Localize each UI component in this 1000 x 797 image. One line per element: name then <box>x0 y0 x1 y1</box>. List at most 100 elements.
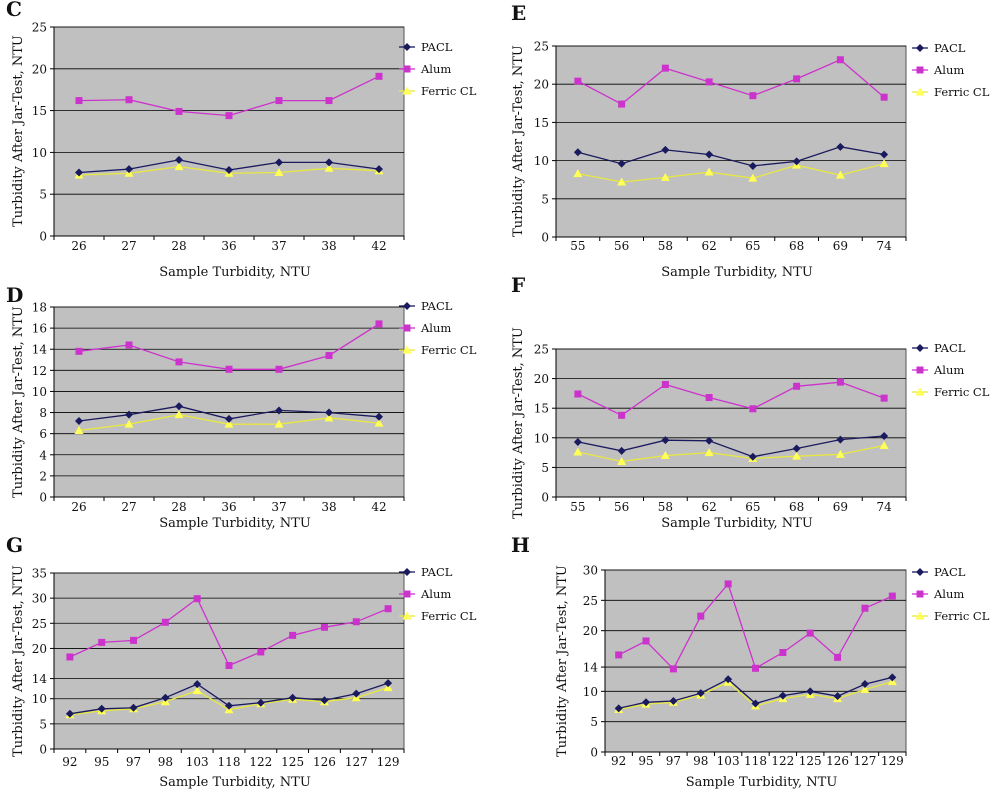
data-point-pacl <box>65 709 74 718</box>
y-axis-title: Turbidity After Jar-Test, NTU <box>11 35 26 227</box>
legend-marker <box>403 43 411 51</box>
x-tick-label: 129 <box>881 754 904 768</box>
panel-label: F <box>511 273 525 297</box>
x-tick-label: 58 <box>658 239 673 253</box>
x-tick-label: 37 <box>271 500 286 514</box>
data-point-ferric-cl <box>748 173 758 182</box>
data-point-pacl <box>161 693 170 702</box>
y-tick-label: 10 <box>534 154 549 168</box>
data-point-pacl <box>573 437 582 446</box>
legend-label: PACL <box>421 40 453 54</box>
data-point-alum <box>836 56 844 64</box>
y-tick-label: 5 <box>541 461 549 475</box>
data-point-alum <box>615 651 623 659</box>
y-tick-label: 5 <box>39 188 47 202</box>
legend-label: Alum <box>420 62 451 76</box>
data-point-pacl <box>669 697 678 706</box>
y-tick-label: 15 <box>534 116 549 130</box>
data-point-alum <box>642 637 650 645</box>
data-point-pacl <box>288 693 297 702</box>
x-tick-label: 97 <box>126 755 141 769</box>
data-point-ferric-cl <box>835 449 845 458</box>
x-tick-label: 118 <box>744 754 767 768</box>
data-point-pacl <box>325 158 333 167</box>
y-tick-label: 30 <box>32 592 47 606</box>
x-tick-label: 92 <box>611 754 626 768</box>
x-tick-label: 55 <box>570 239 585 253</box>
data-point-alum <box>352 618 360 626</box>
y-tick-label: 10 <box>534 431 549 445</box>
legend-label: Alum <box>420 321 451 335</box>
data-point-alum <box>257 648 265 656</box>
data-point-ferric-cl <box>573 447 583 456</box>
x-tick-label: 69 <box>833 239 848 253</box>
x-tick-label: 36 <box>221 500 236 514</box>
data-point-pacl <box>661 436 670 445</box>
data-point-ferric-cl <box>617 177 627 186</box>
legend-marker <box>403 65 411 73</box>
x-tick-label: 125 <box>799 754 822 768</box>
data-point-pacl <box>836 142 845 151</box>
x-tick-label: 92 <box>62 755 77 769</box>
x-tick-label: 65 <box>745 500 760 514</box>
y-tick-label: 2 <box>39 469 47 483</box>
data-point-pacl <box>617 159 626 168</box>
y-tick-label: 6 <box>39 427 47 441</box>
data-point-pacl <box>225 165 233 174</box>
data-point-pacl <box>125 165 133 174</box>
data-point-pacl <box>748 161 757 170</box>
legend-label: PACL <box>421 299 453 313</box>
data-point-pacl <box>880 150 889 159</box>
y-axis-title: Turbidity After Jar-Test, NTU <box>511 327 526 519</box>
legend-marker <box>916 66 924 74</box>
data-point-pacl <box>617 446 626 455</box>
series-line-alum <box>577 59 885 105</box>
legend-marker <box>402 611 412 620</box>
data-point-ferric-cl <box>124 419 134 428</box>
legend-label: PACL <box>934 565 966 579</box>
y-tick-label: 25 <box>32 21 47 35</box>
x-tick-label: 127 <box>345 755 368 769</box>
data-point-ferric-cl <box>192 686 202 695</box>
x-tick-label: 122 <box>771 754 794 768</box>
data-point-alum <box>806 629 814 637</box>
data-point-pacl <box>225 414 233 423</box>
y-tick-label: 4 <box>39 448 47 462</box>
plot-area <box>53 306 405 498</box>
data-point-pacl <box>175 155 183 164</box>
y-tick-label: 14 <box>583 661 599 675</box>
data-point-alum <box>697 612 705 620</box>
data-point-pacl <box>275 158 283 167</box>
data-point-ferric-cl <box>573 169 583 178</box>
data-point-ferric-cl <box>374 418 384 427</box>
x-tick-label: 98 <box>693 754 708 768</box>
data-point-alum <box>384 605 392 613</box>
x-tick-label: 28 <box>171 239 186 253</box>
y-tick-label: 0 <box>590 746 598 760</box>
data-point-pacl <box>97 704 106 713</box>
y-tick-label: 0 <box>39 230 47 244</box>
legend-label: PACL <box>421 565 453 579</box>
data-point-alum <box>125 96 133 104</box>
y-tick-label: 0 <box>541 231 549 245</box>
y-tick-label: 16 <box>32 322 47 336</box>
legend-marker <box>916 44 924 52</box>
data-point-pacl <box>256 698 265 707</box>
data-point-alum <box>880 394 888 402</box>
data-point-alum <box>793 382 801 390</box>
x-tick-label: 103 <box>717 754 740 768</box>
legend-marker <box>915 611 925 620</box>
x-tick-label: 68 <box>789 239 804 253</box>
data-point-alum <box>618 411 626 419</box>
data-point-alum <box>320 623 328 631</box>
y-tick-label: 25 <box>583 594 598 608</box>
legend-label: Ferric CL <box>934 385 990 399</box>
data-point-pacl <box>125 410 133 419</box>
data-point-ferric-cl <box>704 167 714 176</box>
x-axis-title: Sample Turbidity, NTU <box>159 516 311 531</box>
data-point-alum <box>289 631 297 639</box>
data-point-alum <box>75 347 83 355</box>
legend-marker <box>915 387 925 396</box>
data-point-alum <box>325 97 333 105</box>
plot-area <box>604 569 907 753</box>
